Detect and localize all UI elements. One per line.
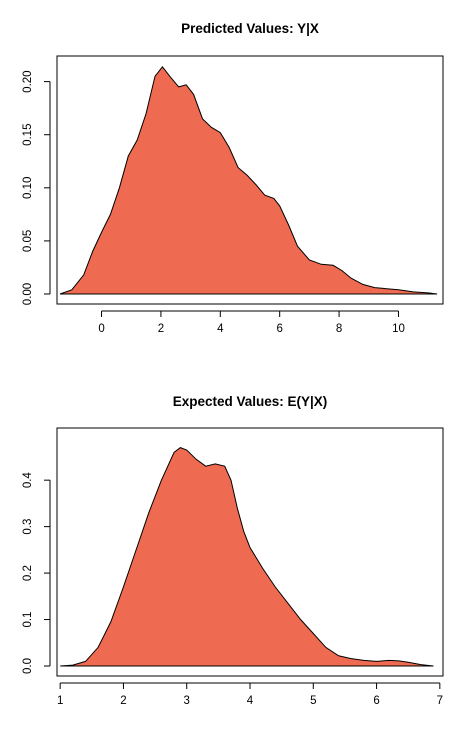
predicted-values-panel: Predicted Values: Y|X 0 2 4 6 8 10 0.00 0.05 0.10… — [22, 21, 444, 335]
x-tick-label: 0 — [98, 323, 104, 335]
x-tick-label: 2 — [120, 695, 126, 707]
x-tick-label: 7 — [437, 695, 443, 707]
x-tick-label: 10 — [392, 323, 405, 335]
x-tick-label: 3 — [184, 695, 190, 707]
plot-frame — [56, 427, 444, 677]
x-tick-label: 4 — [217, 323, 224, 335]
y-tick-label: 0.2 — [22, 565, 34, 581]
y-tick-label: 0.4 — [22, 472, 34, 489]
x-tick-label: 8 — [336, 323, 342, 335]
density-area — [60, 447, 434, 667]
y-tick-label: 0.05 — [22, 230, 34, 252]
density-area — [59, 65, 438, 295]
x-tick-label: 6 — [373, 695, 379, 707]
chart-title: Expected Values: E(Y|X) — [173, 394, 328, 409]
x-tick-label: 4 — [247, 695, 254, 707]
chart-title: Predicted Values: Y|X — [181, 21, 319, 36]
x-tick-label: 2 — [158, 323, 164, 335]
y-tick-label: 0.00 — [22, 283, 34, 305]
y-tick-label: 0.10 — [22, 177, 34, 199]
plot-frame — [56, 55, 444, 305]
expected-values-panel: Expected Values: E(Y|X) 1 2 3 4 5 6 7 0.0 0.1 0.2 0… — [22, 394, 444, 707]
x-tick-label: 5 — [310, 695, 316, 707]
y-tick-label: 0.15 — [22, 124, 34, 146]
y-tick-label: 0.1 — [22, 612, 34, 628]
x-tick-label: 1 — [57, 695, 63, 707]
x-tick-label: 6 — [276, 323, 282, 335]
y-tick-label: 0.3 — [22, 519, 34, 535]
y-tick-label: 0.0 — [22, 658, 34, 674]
y-tick-label: 0.20 — [22, 70, 34, 92]
